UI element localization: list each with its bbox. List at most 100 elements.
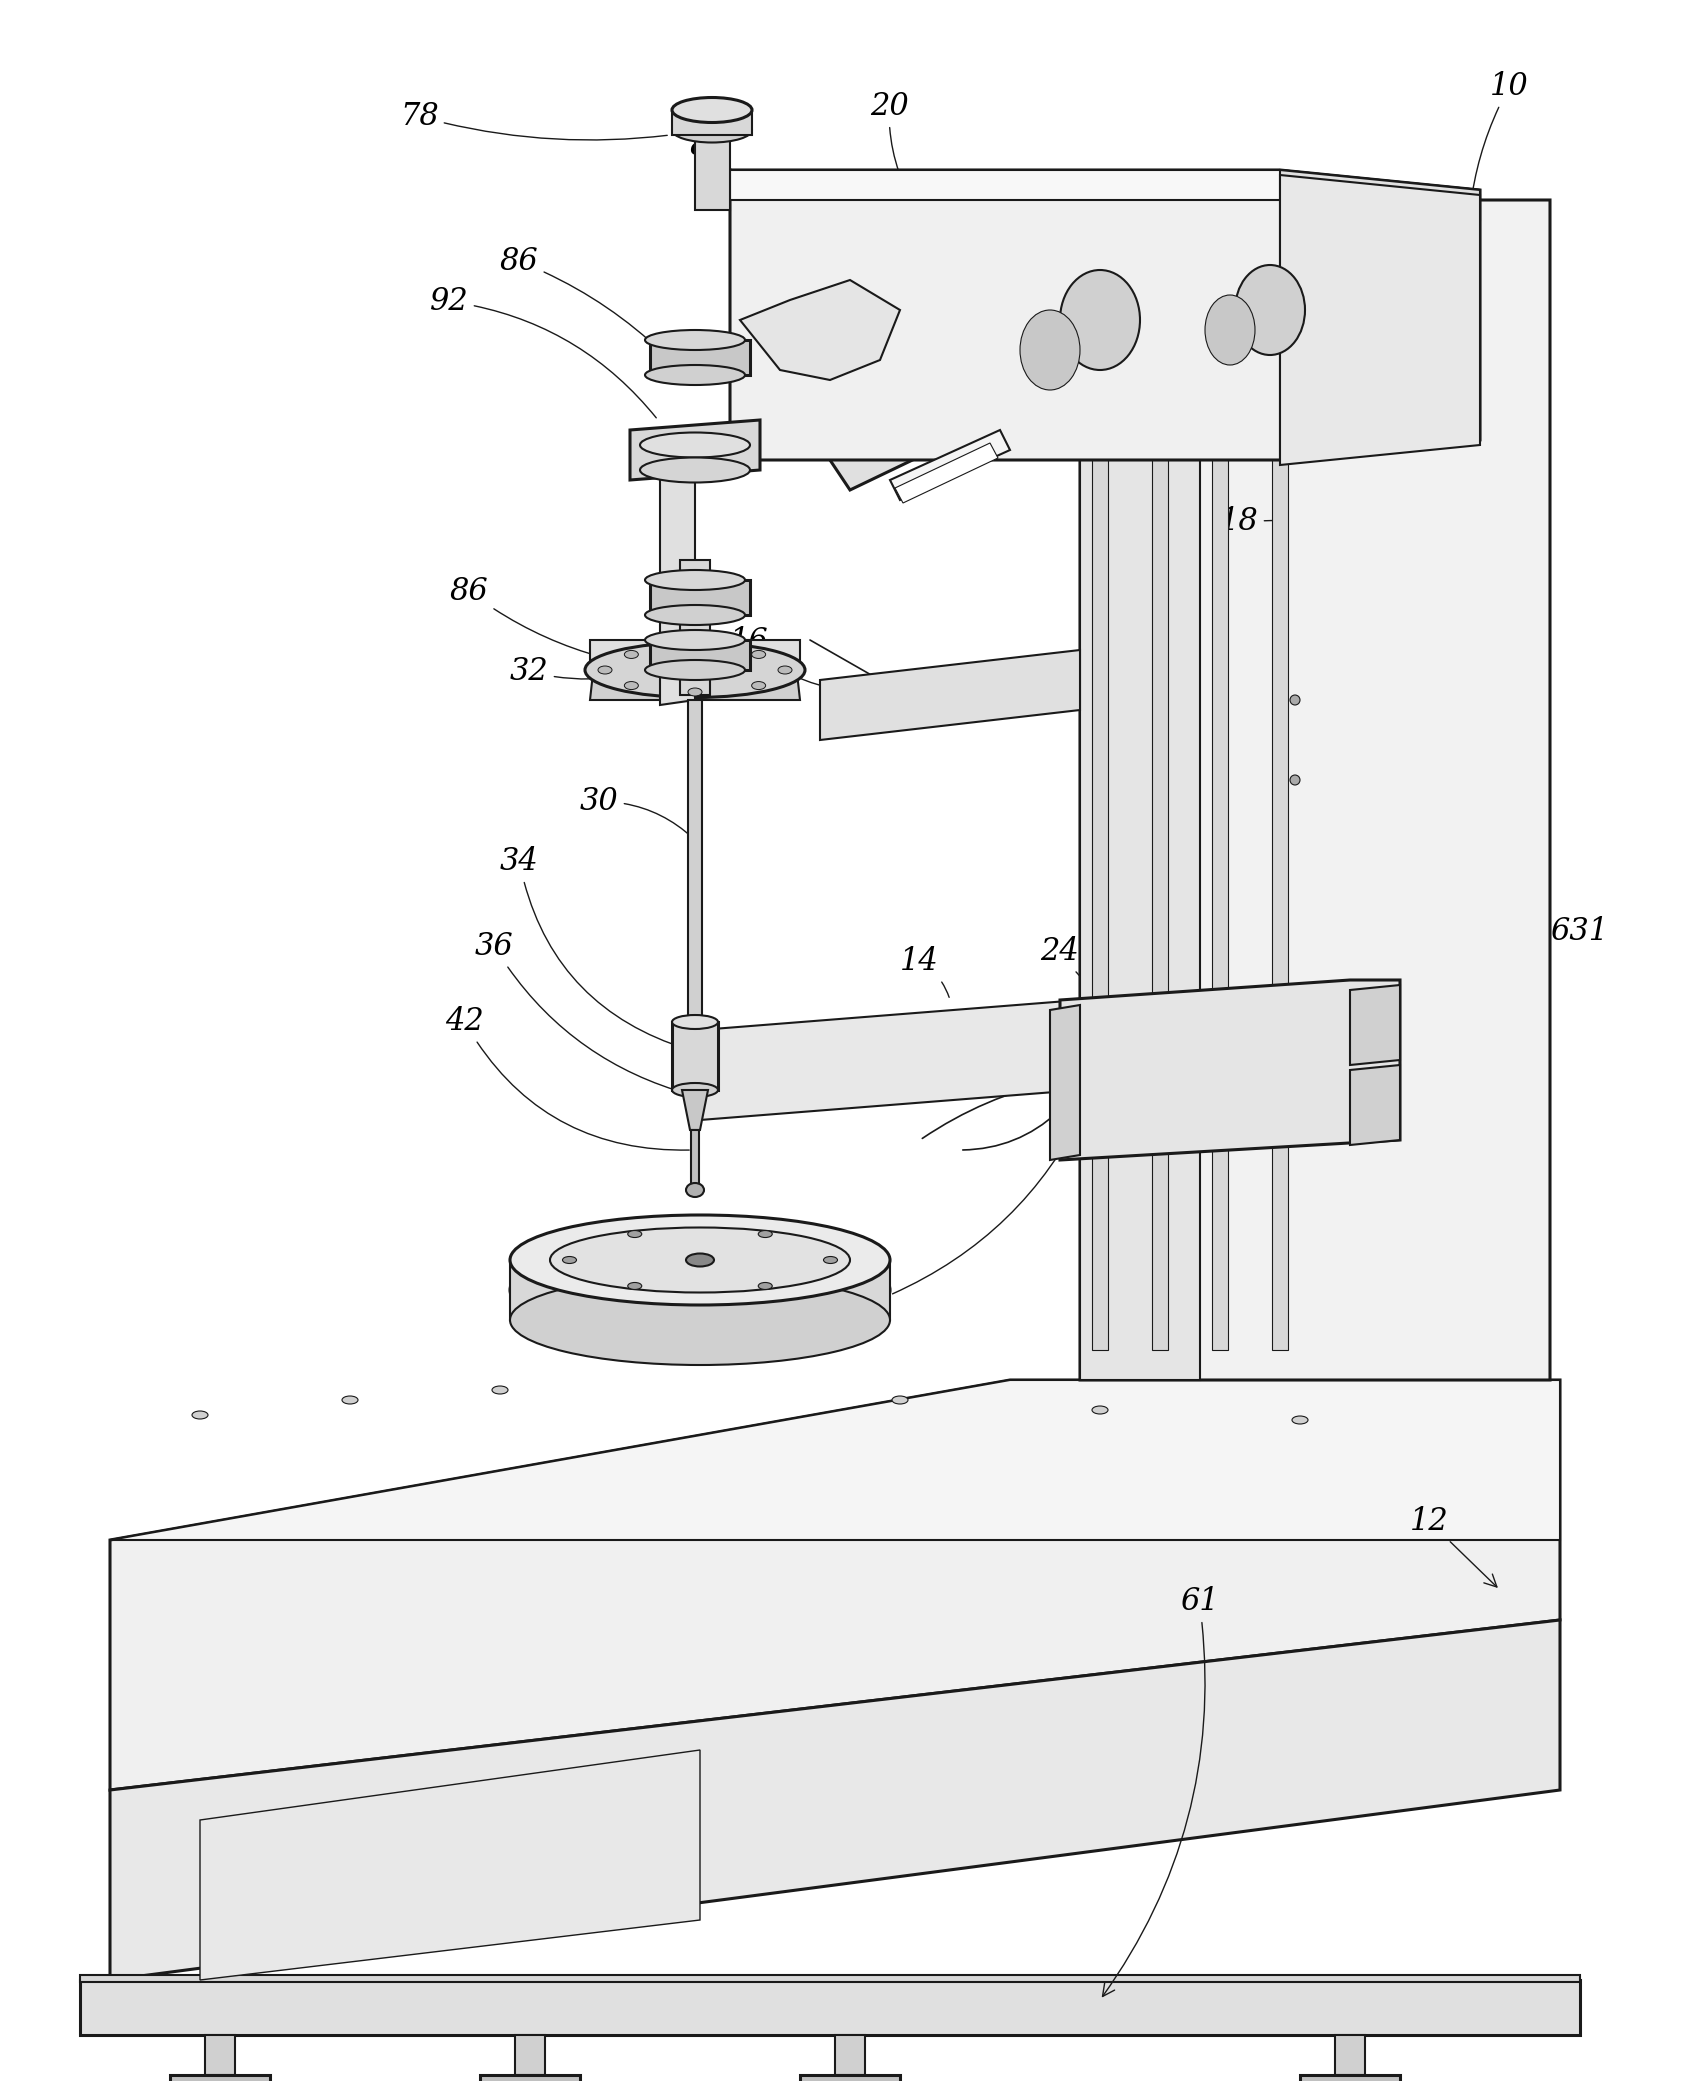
Polygon shape [629, 1240, 769, 1271]
Text: 34: 34 [500, 847, 687, 1049]
Polygon shape [691, 1130, 699, 1184]
Ellipse shape [644, 660, 745, 680]
Polygon shape [1279, 171, 1480, 460]
Polygon shape [109, 1380, 1558, 1790]
Polygon shape [199, 1750, 699, 1979]
Ellipse shape [752, 651, 766, 658]
Ellipse shape [1059, 271, 1139, 370]
Polygon shape [564, 1215, 830, 1284]
Ellipse shape [644, 606, 745, 624]
Ellipse shape [777, 666, 791, 674]
Ellipse shape [341, 1396, 358, 1405]
Text: 30: 30 [580, 787, 692, 839]
Polygon shape [1349, 984, 1400, 1065]
Polygon shape [694, 129, 730, 210]
Ellipse shape [757, 1230, 772, 1238]
Text: 20: 20 [870, 92, 909, 173]
Polygon shape [205, 2035, 235, 2075]
Text: 86: 86 [500, 246, 663, 354]
Ellipse shape [644, 364, 745, 385]
Ellipse shape [598, 666, 612, 674]
Text: 85: 85 [689, 131, 779, 291]
Polygon shape [687, 699, 701, 1020]
Ellipse shape [549, 1228, 849, 1292]
Ellipse shape [892, 1396, 907, 1405]
Ellipse shape [672, 1016, 718, 1028]
Polygon shape [650, 581, 750, 616]
Ellipse shape [757, 1282, 772, 1290]
Polygon shape [1079, 200, 1550, 1380]
Ellipse shape [824, 1257, 837, 1263]
Polygon shape [1299, 2075, 1400, 2081]
Ellipse shape [644, 570, 745, 591]
Text: 12: 12 [1408, 1507, 1495, 1588]
Ellipse shape [687, 643, 701, 651]
Ellipse shape [1291, 1415, 1308, 1423]
Polygon shape [515, 2035, 544, 2075]
Ellipse shape [672, 1082, 718, 1097]
Text: 42: 42 [445, 1005, 689, 1151]
Text: 14: 14 [900, 947, 948, 997]
Polygon shape [479, 2075, 580, 2081]
Polygon shape [510, 1259, 890, 1319]
Polygon shape [590, 656, 800, 699]
Ellipse shape [639, 458, 750, 483]
Ellipse shape [685, 1182, 704, 1197]
Polygon shape [650, 339, 750, 375]
Polygon shape [834, 2035, 864, 2075]
Polygon shape [1059, 980, 1400, 1159]
Ellipse shape [193, 1411, 208, 1419]
Polygon shape [629, 420, 759, 481]
Polygon shape [890, 431, 1009, 499]
Polygon shape [1151, 331, 1168, 1351]
Polygon shape [672, 1022, 718, 1090]
Text: 18: 18 [1219, 506, 1286, 537]
Polygon shape [680, 560, 709, 695]
Ellipse shape [752, 683, 766, 689]
Polygon shape [1272, 331, 1287, 1351]
Polygon shape [672, 110, 752, 135]
Ellipse shape [680, 666, 709, 674]
Polygon shape [682, 1090, 708, 1130]
Polygon shape [590, 641, 800, 660]
Ellipse shape [1289, 774, 1299, 785]
Polygon shape [1335, 2035, 1364, 2075]
Ellipse shape [491, 1386, 508, 1394]
Ellipse shape [1020, 310, 1079, 389]
Ellipse shape [624, 683, 638, 689]
Text: 86: 86 [450, 576, 602, 658]
Ellipse shape [510, 1215, 890, 1305]
Text: 631: 631 [1550, 916, 1608, 947]
Text: 32: 32 [510, 651, 692, 687]
Polygon shape [800, 2075, 900, 2081]
Polygon shape [1211, 331, 1228, 1351]
Text: 28: 28 [1229, 191, 1425, 243]
Polygon shape [820, 649, 1079, 741]
Ellipse shape [1234, 264, 1304, 356]
Text: 61: 61 [1101, 1586, 1217, 1996]
Polygon shape [650, 641, 750, 670]
Ellipse shape [639, 433, 750, 458]
Ellipse shape [672, 117, 752, 142]
Polygon shape [109, 1380, 1558, 1540]
Ellipse shape [627, 1282, 641, 1290]
Polygon shape [170, 2075, 269, 2081]
Polygon shape [699, 1001, 1079, 1120]
Text: 16: 16 [730, 626, 846, 695]
Ellipse shape [644, 631, 745, 649]
Ellipse shape [687, 689, 701, 695]
Ellipse shape [510, 1276, 890, 1365]
Polygon shape [1279, 175, 1480, 464]
Polygon shape [895, 443, 997, 504]
Ellipse shape [685, 1253, 714, 1267]
Ellipse shape [1289, 695, 1299, 705]
Polygon shape [730, 171, 1480, 460]
Text: 60: 60 [892, 1072, 1113, 1294]
Polygon shape [740, 281, 900, 381]
Polygon shape [1349, 1065, 1400, 1145]
Polygon shape [730, 171, 1480, 221]
Ellipse shape [644, 331, 745, 350]
Polygon shape [1049, 1005, 1079, 1159]
Ellipse shape [627, 1230, 641, 1238]
Ellipse shape [624, 651, 638, 658]
